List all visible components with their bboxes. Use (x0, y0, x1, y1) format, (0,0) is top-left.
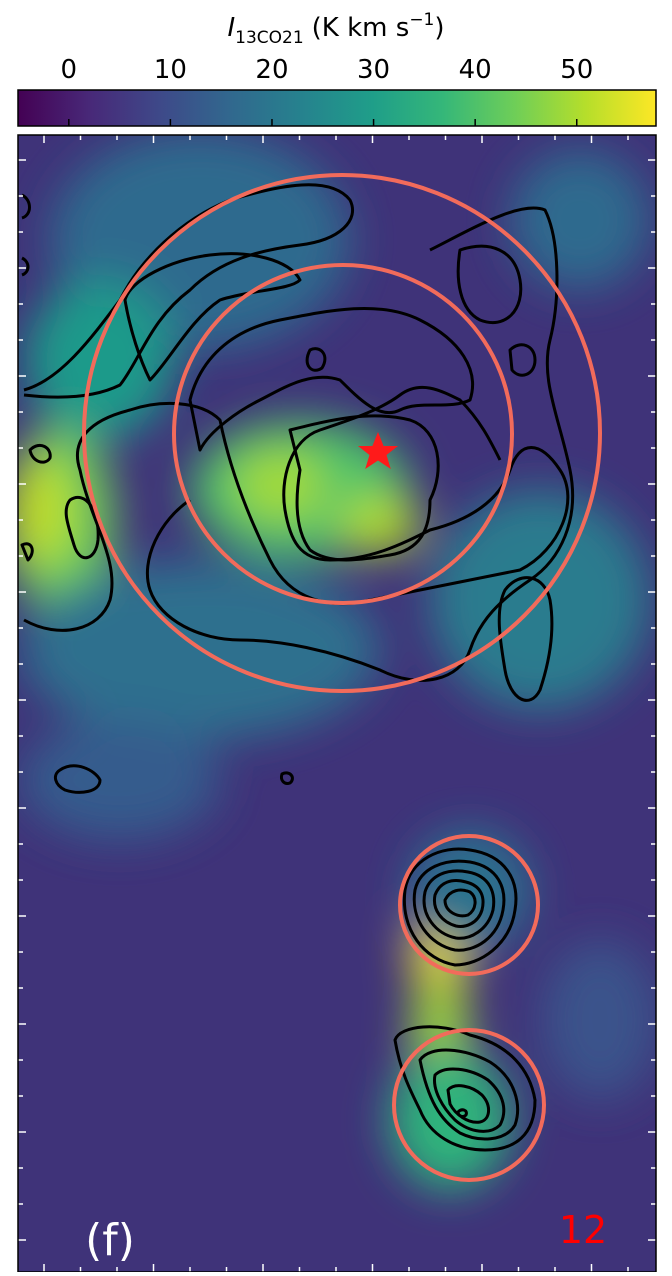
contour (21, 256, 30, 277)
contour (432, 879, 485, 928)
subscript: 13CO21 (235, 28, 304, 48)
contour (23, 385, 570, 632)
contour (508, 343, 537, 377)
contour (456, 1108, 468, 1118)
contour (145, 206, 575, 682)
axis-ticks (18, 135, 656, 1272)
colorbar-tick-label: 20 (255, 55, 288, 85)
aperture-circle (82, 173, 602, 693)
colorbar-tick-label: 30 (357, 55, 390, 85)
contour (53, 764, 102, 794)
contour (20, 542, 34, 562)
aperture-circle (398, 834, 540, 976)
contours (20, 183, 575, 1152)
contour (402, 847, 518, 967)
apertures (82, 173, 602, 1182)
colorbar (17, 89, 657, 127)
contour (422, 869, 496, 940)
contour (456, 244, 523, 325)
contour (280, 771, 294, 785)
unit: (K km s (312, 13, 410, 43)
colorbar-tick-label: 10 (154, 55, 187, 85)
panel-label: (f) (85, 1215, 135, 1266)
contour (64, 496, 100, 559)
aperture-circle (392, 1028, 546, 1182)
colorbar-tick-label: 40 (459, 55, 492, 85)
colorbar-tick-label: 50 (560, 55, 593, 85)
contour (443, 888, 477, 918)
contour (288, 414, 440, 562)
contour (188, 307, 475, 452)
exponent: −1 (409, 10, 434, 30)
symbol: I (227, 13, 235, 43)
contour (123, 252, 302, 382)
contour (305, 347, 327, 372)
contour (28, 444, 52, 464)
contour (412, 859, 506, 952)
suffix: ) (434, 13, 444, 43)
contour (21, 193, 31, 220)
contour (433, 1067, 506, 1133)
colorbar-tick-label: 0 (61, 55, 78, 85)
colorbar-label: I13CO21 (K km s−1) (227, 10, 444, 48)
region-number: 12 (559, 1208, 607, 1252)
intensity-map (18, 135, 656, 1272)
colorbar-gradient (17, 89, 657, 127)
contour (418, 1048, 520, 1141)
contour (497, 576, 554, 702)
aperture-circle (172, 263, 514, 605)
source-star (358, 432, 398, 469)
